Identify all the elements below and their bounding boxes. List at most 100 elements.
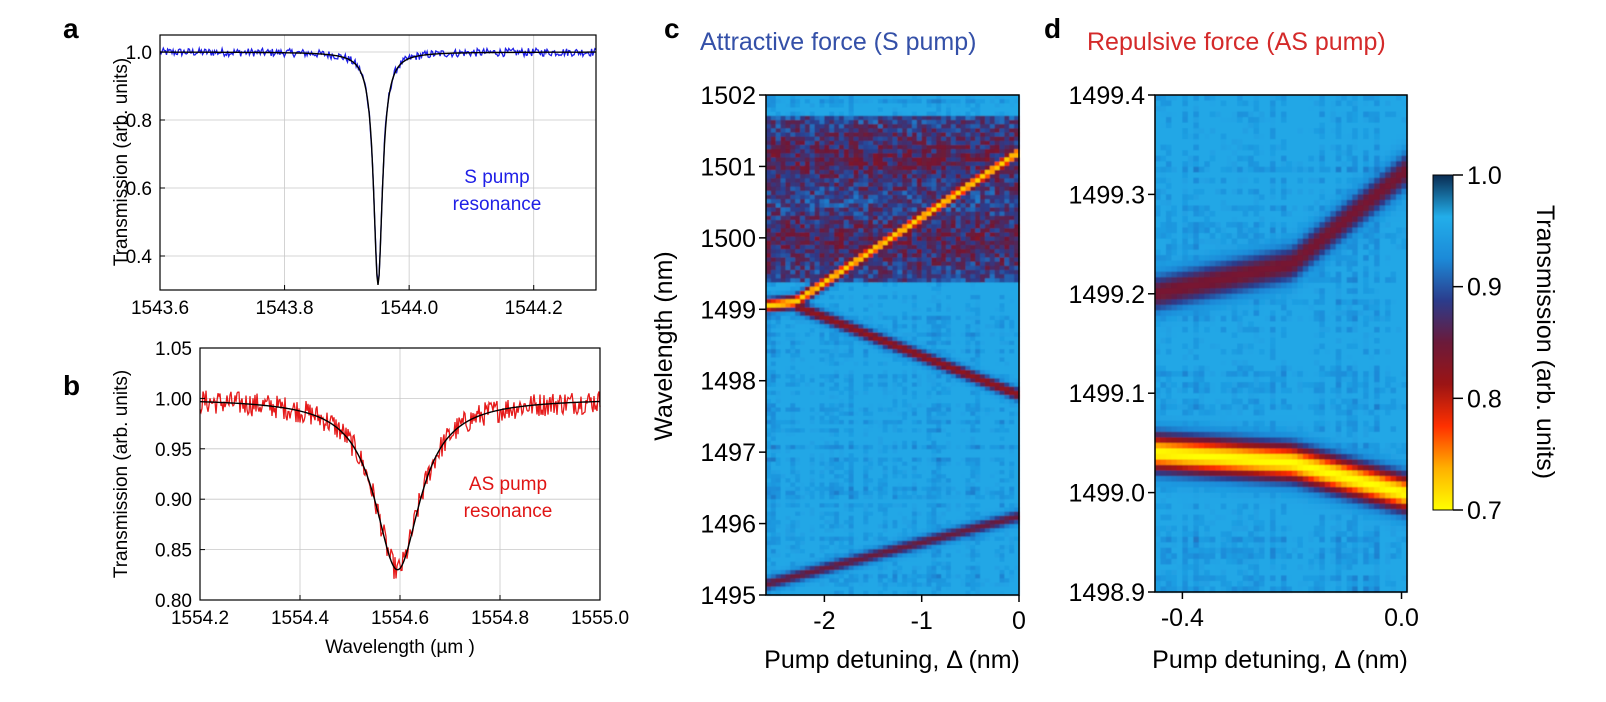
heatmap-cell	[882, 207, 889, 213]
heatmap-cell	[843, 561, 850, 567]
heatmap-cell	[882, 403, 889, 409]
heatmap-cell	[907, 195, 913, 200]
heatmap-cell	[843, 278, 850, 284]
heatmap-cell	[877, 390, 884, 396]
heatmap-cell	[955, 586, 962, 592]
heatmap-cell	[838, 178, 845, 184]
heatmap-cell	[829, 520, 835, 525]
heatmap-cell	[824, 478, 830, 484]
heatmap-cell	[848, 532, 855, 538]
heatmap-cell	[838, 145, 845, 150]
panel-label-b: b	[63, 370, 80, 401]
heatmap-cell	[809, 328, 816, 334]
heatmap-cell	[921, 311, 928, 317]
heatmap-cell	[848, 103, 855, 109]
heatmap-cell	[843, 474, 850, 479]
heatmap-cell	[853, 232, 860, 238]
heatmap-cell	[795, 540, 801, 546]
heatmap-cell	[950, 507, 957, 513]
heatmap-cell	[814, 545, 821, 550]
heatmap-cell	[766, 570, 772, 575]
heatmap-cell	[829, 186, 835, 192]
heatmap-cell	[785, 182, 791, 188]
heatmap-cell	[853, 203, 860, 209]
heatmap-cell	[819, 574, 825, 579]
heatmap-cell	[829, 295, 835, 300]
heatmap-cell	[892, 482, 898, 488]
heatmap-cell	[785, 540, 791, 546]
heatmap-cell	[834, 336, 840, 342]
heatmap-cell	[902, 515, 908, 521]
heatmap-cell	[848, 436, 855, 442]
heatmap-cell	[838, 565, 845, 571]
heatmap-cell	[882, 465, 889, 471]
heatmap-cell	[868, 149, 874, 154]
heatmap-cell	[766, 286, 772, 292]
heatmap-cell	[770, 190, 777, 196]
heatmap-cell	[873, 474, 879, 479]
heatmap-cell	[868, 536, 874, 542]
heatmap-cell	[887, 111, 894, 117]
heatmap-cell	[916, 465, 923, 471]
heatmap-cell	[843, 499, 850, 504]
heatmap-cell	[955, 478, 962, 484]
heatmap-cell	[824, 553, 830, 559]
heatmap-cell	[858, 407, 864, 413]
heatmap-cell	[843, 503, 850, 509]
heatmap-cell	[882, 282, 889, 288]
heatmap-cell	[848, 515, 855, 521]
heatmap-cell	[921, 324, 928, 329]
heatmap-cell	[809, 482, 816, 488]
heatmap-cell	[790, 428, 796, 434]
heatmap-cell	[809, 470, 816, 475]
heatmap-cell	[926, 578, 933, 584]
heatmap-cell	[916, 299, 923, 304]
heatmap-cell	[819, 245, 825, 250]
heatmap-cell	[848, 111, 855, 117]
heatmap-cell	[921, 253, 928, 259]
heatmap-cell	[819, 315, 825, 321]
heatmap-cell	[946, 161, 952, 167]
heatmap-cell	[824, 465, 830, 471]
heatmap-cell	[897, 215, 903, 221]
heatmap-cell	[863, 403, 869, 409]
heatmap-cell	[887, 115, 894, 121]
heatmap-cell	[800, 211, 806, 217]
heatmap-cell	[946, 99, 952, 104]
heatmap-cell	[809, 370, 816, 375]
heatmap-cell	[902, 495, 908, 500]
heatmap-cell	[766, 549, 772, 554]
heatmap-cell	[780, 515, 787, 521]
heatmap-cell	[838, 265, 845, 271]
heatmap-cell	[829, 515, 835, 521]
heatmap-cell	[853, 353, 860, 359]
heatmap-cell	[887, 440, 894, 446]
heatmap-cell	[873, 174, 879, 179]
heatmap-cell	[770, 111, 777, 117]
heatmap-cell	[858, 128, 864, 134]
heatmap-cell	[882, 232, 889, 238]
heatmap-cell	[853, 157, 860, 163]
heatmap-cell	[931, 411, 937, 417]
heatmap-cell	[960, 445, 967, 450]
heatmap-cell	[780, 107, 787, 113]
heatmap-cell	[766, 336, 772, 342]
heatmap-cell	[814, 349, 821, 354]
heatmap-cell	[887, 253, 894, 259]
heatmap-cell	[911, 399, 918, 404]
heatmap-cell	[848, 482, 855, 488]
heatmap-cell	[785, 99, 791, 104]
heatmap-cell	[775, 561, 782, 567]
heatmap-cell	[916, 111, 923, 117]
heatmap-cell	[829, 582, 835, 588]
heatmap-cell	[775, 390, 782, 396]
heatmap-cell	[770, 465, 777, 471]
heatmap-cell	[921, 407, 928, 413]
heatmap-cell	[911, 165, 918, 171]
heatmap-cell	[911, 420, 918, 425]
heatmap-cell	[795, 220, 801, 225]
heatmap-cell	[863, 411, 869, 417]
heatmap-cell	[848, 461, 855, 467]
heatmap-cell	[814, 270, 821, 275]
heatmap-cell	[946, 432, 952, 438]
